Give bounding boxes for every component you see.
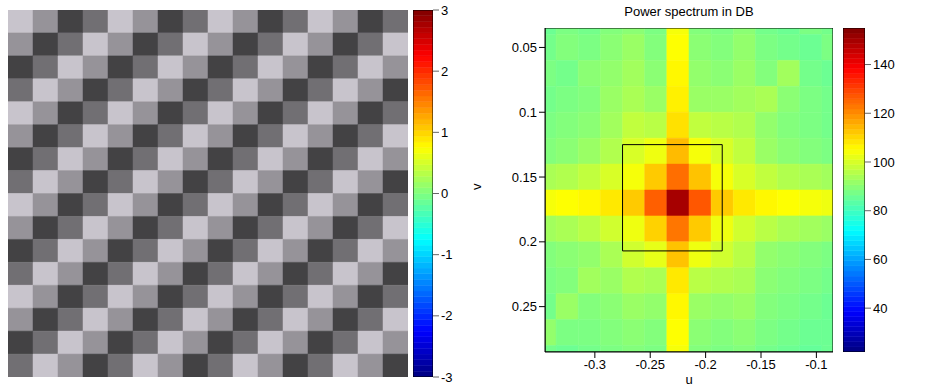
svg-text:u: u	[685, 372, 692, 387]
svg-text:0.05: 0.05	[512, 40, 537, 55]
svg-text:40: 40	[873, 301, 887, 316]
svg-text:-0.1: -0.1	[805, 357, 827, 372]
svg-text:-0.25: -0.25	[635, 357, 665, 372]
svg-text:-0.2: -0.2	[694, 357, 716, 372]
svg-text:0: 0	[441, 186, 448, 201]
svg-text:60: 60	[873, 252, 887, 267]
svg-text:2: 2	[441, 64, 448, 79]
svg-text:1: 1	[441, 125, 448, 140]
html-text:Power spectrum in DB: Power spectrum in DB	[624, 4, 754, 19]
svg-text:120: 120	[873, 106, 895, 121]
svg-text:0.25: 0.25	[512, 299, 537, 314]
svg-text:0.2: 0.2	[519, 234, 537, 249]
svg-text:v: v	[469, 183, 484, 190]
svg-text:-2: -2	[441, 308, 453, 323]
svg-text:-0.3: -0.3	[584, 357, 606, 372]
svg-text:3: 3	[441, 3, 448, 18]
svg-text:80: 80	[873, 203, 887, 218]
svg-text:140: 140	[873, 57, 895, 72]
svg-text:-3: -3	[441, 370, 453, 385]
svg-text:-1: -1	[441, 247, 453, 262]
svg-text:0.1: 0.1	[519, 105, 537, 120]
svg-text:-0.15: -0.15	[746, 357, 776, 372]
svg-text:100: 100	[873, 155, 895, 170]
svg-text:0.15: 0.15	[512, 170, 537, 185]
